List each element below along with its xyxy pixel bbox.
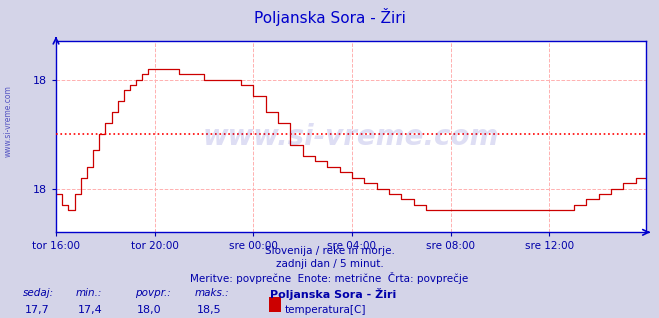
Text: www.si-vreme.com: www.si-vreme.com bbox=[203, 123, 499, 151]
Text: povpr.:: povpr.: bbox=[135, 288, 171, 298]
Text: Poljanska Sora - Žiri: Poljanska Sora - Žiri bbox=[254, 8, 405, 26]
Text: 18,5: 18,5 bbox=[196, 305, 221, 315]
Text: min.:: min.: bbox=[76, 288, 102, 298]
Text: maks.:: maks.: bbox=[194, 288, 229, 298]
Text: zadnji dan / 5 minut.: zadnji dan / 5 minut. bbox=[275, 259, 384, 269]
Text: Meritve: povprečne  Enote: metrične  Črta: povprečje: Meritve: povprečne Enote: metrične Črta:… bbox=[190, 272, 469, 284]
Text: 18,0: 18,0 bbox=[137, 305, 162, 315]
Text: 17,7: 17,7 bbox=[25, 305, 50, 315]
Text: Poljanska Sora - Žiri: Poljanska Sora - Žiri bbox=[270, 288, 397, 300]
Text: sedaj:: sedaj: bbox=[23, 288, 54, 298]
Text: www.si-vreme.com: www.si-vreme.com bbox=[3, 85, 13, 157]
Text: temperatura[C]: temperatura[C] bbox=[285, 305, 366, 315]
Text: 17,4: 17,4 bbox=[78, 305, 103, 315]
Text: Slovenija / reke in morje.: Slovenija / reke in morje. bbox=[264, 246, 395, 256]
